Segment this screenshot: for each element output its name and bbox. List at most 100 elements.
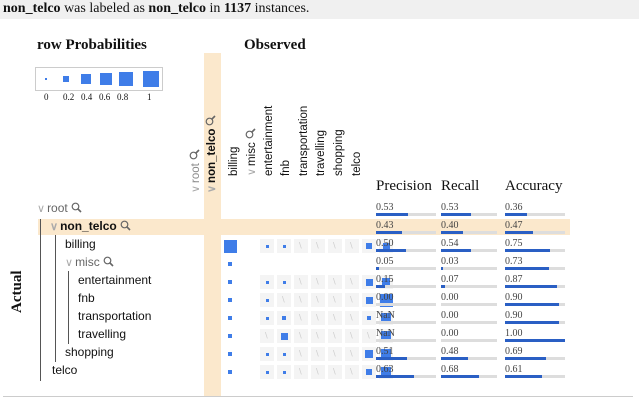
row-root[interactable]: ∨ root [37,201,82,216]
matrix-cell[interactable]: \ [344,310,360,326]
matrix-cell[interactable] [259,274,275,290]
column-misc[interactable]: ∨misc [245,128,259,176]
row-entertainment[interactable]: entertainment [78,273,152,287]
zoom-icon[interactable] [71,202,82,216]
matrix-cell[interactable]: \ [293,274,309,290]
column-shopping[interactable]: shopping [333,129,345,176]
matrix-cell[interactable]: \ [293,310,309,326]
precision-value: NaN [376,328,395,339]
matrix-cell[interactable]: \ [310,328,326,344]
row-transportation[interactable]: transportation [78,309,152,323]
matrix-cell[interactable]: \ [344,274,360,290]
matrix-cell[interactable] [259,310,275,326]
zoom-icon[interactable] [189,149,203,160]
matrix-cell[interactable]: \ [344,346,360,362]
chevron-down-icon[interactable]: ∨ [65,257,74,269]
matrix-cell[interactable] [222,364,238,380]
row-travelling[interactable]: travelling [78,327,127,341]
row-telco[interactable]: telco [52,363,78,377]
matrix-cell[interactable] [361,274,377,290]
recall-value: 0.07 [441,274,459,285]
matrix-cell[interactable]: \ [293,364,309,380]
matrix-cell[interactable]: \ [310,364,326,380]
matrix-cell[interactable] [276,328,292,344]
matrix-cell[interactable]: \ [293,346,309,362]
matrix-cell[interactable] [259,238,275,254]
column-non-telco[interactable]: ∨non_telco [205,115,219,193]
matrix-cell[interactable] [259,346,275,362]
row-non-telco[interactable]: ∨ non_telco [50,219,131,234]
matrix-cell[interactable]: \ [327,310,343,326]
matrix-cell[interactable] [361,310,377,326]
empty-cell-mark: \ [316,349,319,358]
matrix-cell[interactable] [361,238,377,254]
matrix-cell[interactable] [222,310,238,326]
accuracy-value: 0.75 [505,238,523,249]
matrix-cell[interactable]: \ [310,310,326,326]
row-shopping[interactable]: shopping [65,345,114,359]
column-travelling[interactable]: travelling [315,129,327,176]
matrix-cell[interactable] [259,292,275,308]
recall-value: 0.00 [441,310,459,321]
matrix-cell[interactable]: \ [361,328,377,344]
row-billing[interactable]: billing [65,237,96,251]
chevron-down-icon[interactable]: ∨ [50,221,59,233]
matrix-cell[interactable] [222,256,238,272]
matrix-cell[interactable]: \ [344,292,360,308]
matrix-cell[interactable] [276,238,292,254]
matrix-cell[interactable]: \ [327,274,343,290]
matrix-cell[interactable]: \ [293,328,309,344]
matrix-cell[interactable]: \ [327,292,343,308]
metric-bar-track [376,321,436,324]
column-fnb[interactable]: fnb [280,160,292,176]
matrix-cell[interactable]: \ [276,292,292,308]
zoom-icon[interactable] [205,115,219,126]
column-transportation[interactable]: transportation [298,105,310,176]
zoom-icon[interactable] [120,220,131,234]
recall-value: 0.53 [441,202,459,213]
matrix-cell[interactable]: \ [327,364,343,380]
matrix-cell[interactable]: \ [344,364,360,380]
matrix-cell[interactable]: \ [344,238,360,254]
metric-bar-track [441,231,497,234]
matrix-cell[interactable] [259,364,275,380]
matrix-cell[interactable]: \ [293,292,309,308]
metric-bar-fill [376,249,406,252]
matrix-cell[interactable] [361,364,377,380]
zoom-icon[interactable] [245,128,259,139]
matrix-cell[interactable]: \ [310,274,326,290]
matrix-cell[interactable] [276,346,292,362]
matrix-cell[interactable]: \ [327,328,343,344]
chevron-down-icon[interactable]: ∨ [37,203,46,215]
matrix-cell[interactable] [222,274,238,290]
matrix-cell[interactable]: \ [310,238,326,254]
matrix-cell[interactable]: \ [327,346,343,362]
matrix-cell[interactable]: \ [327,238,343,254]
matrix-square [265,352,269,356]
matrix-cell[interactable]: \ [344,328,360,344]
matrix-cell[interactable] [361,292,377,308]
matrix-cell[interactable] [222,346,238,362]
matrix-cell[interactable]: \ [310,292,326,308]
matrix-cell[interactable]: \ [259,328,275,344]
matrix-cell[interactable] [222,292,238,308]
matrix-cell[interactable] [361,346,377,362]
column-billing[interactable]: billing [228,146,240,176]
matrix-square [228,262,232,266]
matrix-cell[interactable]: \ [293,238,309,254]
matrix-cell[interactable]: \ [310,346,326,362]
metric-bar-fill [376,213,408,216]
column-entertainment[interactable]: entertainment [263,105,275,176]
zoom-icon[interactable] [103,256,114,270]
matrix-cell[interactable] [276,364,292,380]
column-telco[interactable]: telco [351,151,363,176]
column-root[interactable]: ∨root [189,149,203,193]
matrix-cell[interactable] [276,274,292,290]
row-misc[interactable]: ∨ misc [65,255,114,270]
row-fnb[interactable]: fnb [78,291,95,305]
matrix-cell[interactable] [276,310,292,326]
status-text-3: instances. [251,1,310,16]
matrix-square [265,244,269,248]
matrix-cell[interactable] [222,328,238,344]
matrix-cell[interactable] [222,238,238,254]
